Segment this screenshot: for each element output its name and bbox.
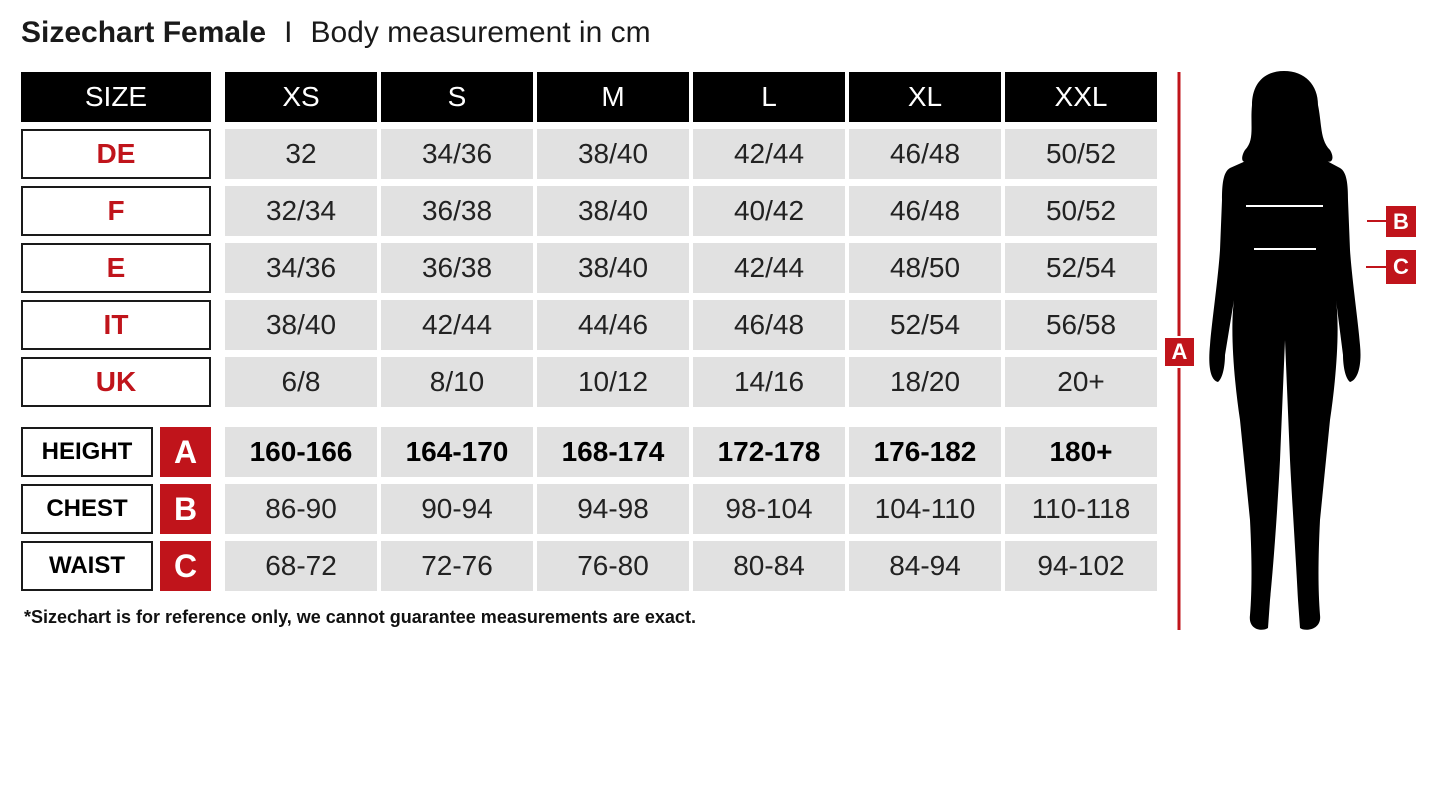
height-marker: A (1165, 338, 1194, 366)
table-cell: 38/40 (537, 243, 689, 293)
country-label-e: E (21, 243, 211, 293)
table-cell: 72-76 (381, 541, 533, 591)
table-cell: 8/10 (381, 357, 533, 407)
measurement-label-height: HEIGHT (21, 427, 153, 477)
table-cell: 52/54 (1005, 243, 1157, 293)
table-cell: 110-118 (1005, 484, 1157, 534)
measurement-marker-a: A (160, 427, 211, 477)
table-cell: 76-80 (537, 541, 689, 591)
table-cell: 38/40 (537, 129, 689, 179)
table-cell: 18/20 (849, 357, 1001, 407)
table-cell: 50/52 (1005, 129, 1157, 179)
female-silhouette-icon (1209, 71, 1361, 630)
measurement-marker-c: C (160, 541, 211, 591)
table-cell: 20+ (1005, 357, 1157, 407)
table-cell: 68-72 (225, 541, 377, 591)
table-cell: 94-98 (537, 484, 689, 534)
country-label-it: IT (21, 300, 211, 350)
table-cell: 86-90 (225, 484, 377, 534)
country-label-f: F (21, 186, 211, 236)
measurement-marker-b: B (160, 484, 211, 534)
table-cell: 14/16 (693, 357, 845, 407)
chest-marker: B (1386, 206, 1416, 237)
table-cell: 38/40 (225, 300, 377, 350)
title-subtitle: Body measurement in cm (310, 16, 651, 49)
title-separator: I (284, 16, 293, 49)
table-cell: 10/12 (537, 357, 689, 407)
waist-marker: C (1386, 250, 1416, 284)
table-cell: 52/54 (849, 300, 1001, 350)
table-cell: 176-182 (849, 427, 1001, 477)
table-cell: 32/34 (225, 186, 377, 236)
table-cell: 94-102 (1005, 541, 1157, 591)
table-cell: 46/48 (849, 129, 1001, 179)
table-cell: 48/50 (849, 243, 1001, 293)
table-cell: 38/40 (537, 186, 689, 236)
table-cell: 34/36 (225, 243, 377, 293)
title-main: Sizechart Female (21, 16, 267, 49)
size-header: SIZE (21, 72, 211, 122)
table-cell: 50/52 (1005, 186, 1157, 236)
table-cell: 44/46 (537, 300, 689, 350)
size-column-header-s: S (381, 72, 533, 122)
measurement-label-chest: CHEST (21, 484, 153, 534)
size-column-header-xxl: XXL (1005, 72, 1157, 122)
country-label-uk: UK (21, 357, 211, 407)
table-cell: 46/48 (693, 300, 845, 350)
footnote: *Sizechart is for reference only, we can… (24, 607, 696, 627)
table-cell: 42/44 (381, 300, 533, 350)
table-cell: 164-170 (381, 427, 533, 477)
table-cell: 172-178 (693, 427, 845, 477)
table-cell: 80-84 (693, 541, 845, 591)
table-cell: 6/8 (225, 357, 377, 407)
table-cell: 90-94 (381, 484, 533, 534)
table-cell: 32 (225, 129, 377, 179)
table-cell: 42/44 (693, 129, 845, 179)
table-cell: 168-174 (537, 427, 689, 477)
table-cell: 34/36 (381, 129, 533, 179)
country-label-de: DE (21, 129, 211, 179)
table-cell: 36/38 (381, 186, 533, 236)
measurement-label-waist: WAIST (21, 541, 153, 591)
table-cell: 36/38 (381, 243, 533, 293)
size-column-header-l: L (693, 72, 845, 122)
table-cell: 160-166 (225, 427, 377, 477)
table-cell: 56/58 (1005, 300, 1157, 350)
table-cell: 104-110 (849, 484, 1001, 534)
table-cell: 84-94 (849, 541, 1001, 591)
table-cell: 42/44 (693, 243, 845, 293)
table-cell: 180+ (1005, 427, 1157, 477)
size-column-header-m: M (537, 72, 689, 122)
page-title: Sizechart Female I Body measurement in cm (21, 16, 651, 50)
table-cell: 40/42 (693, 186, 845, 236)
table-cell: 98-104 (693, 484, 845, 534)
table-cell: 46/48 (849, 186, 1001, 236)
size-column-header-xs: XS (225, 72, 377, 122)
size-column-header-xl: XL (849, 72, 1001, 122)
